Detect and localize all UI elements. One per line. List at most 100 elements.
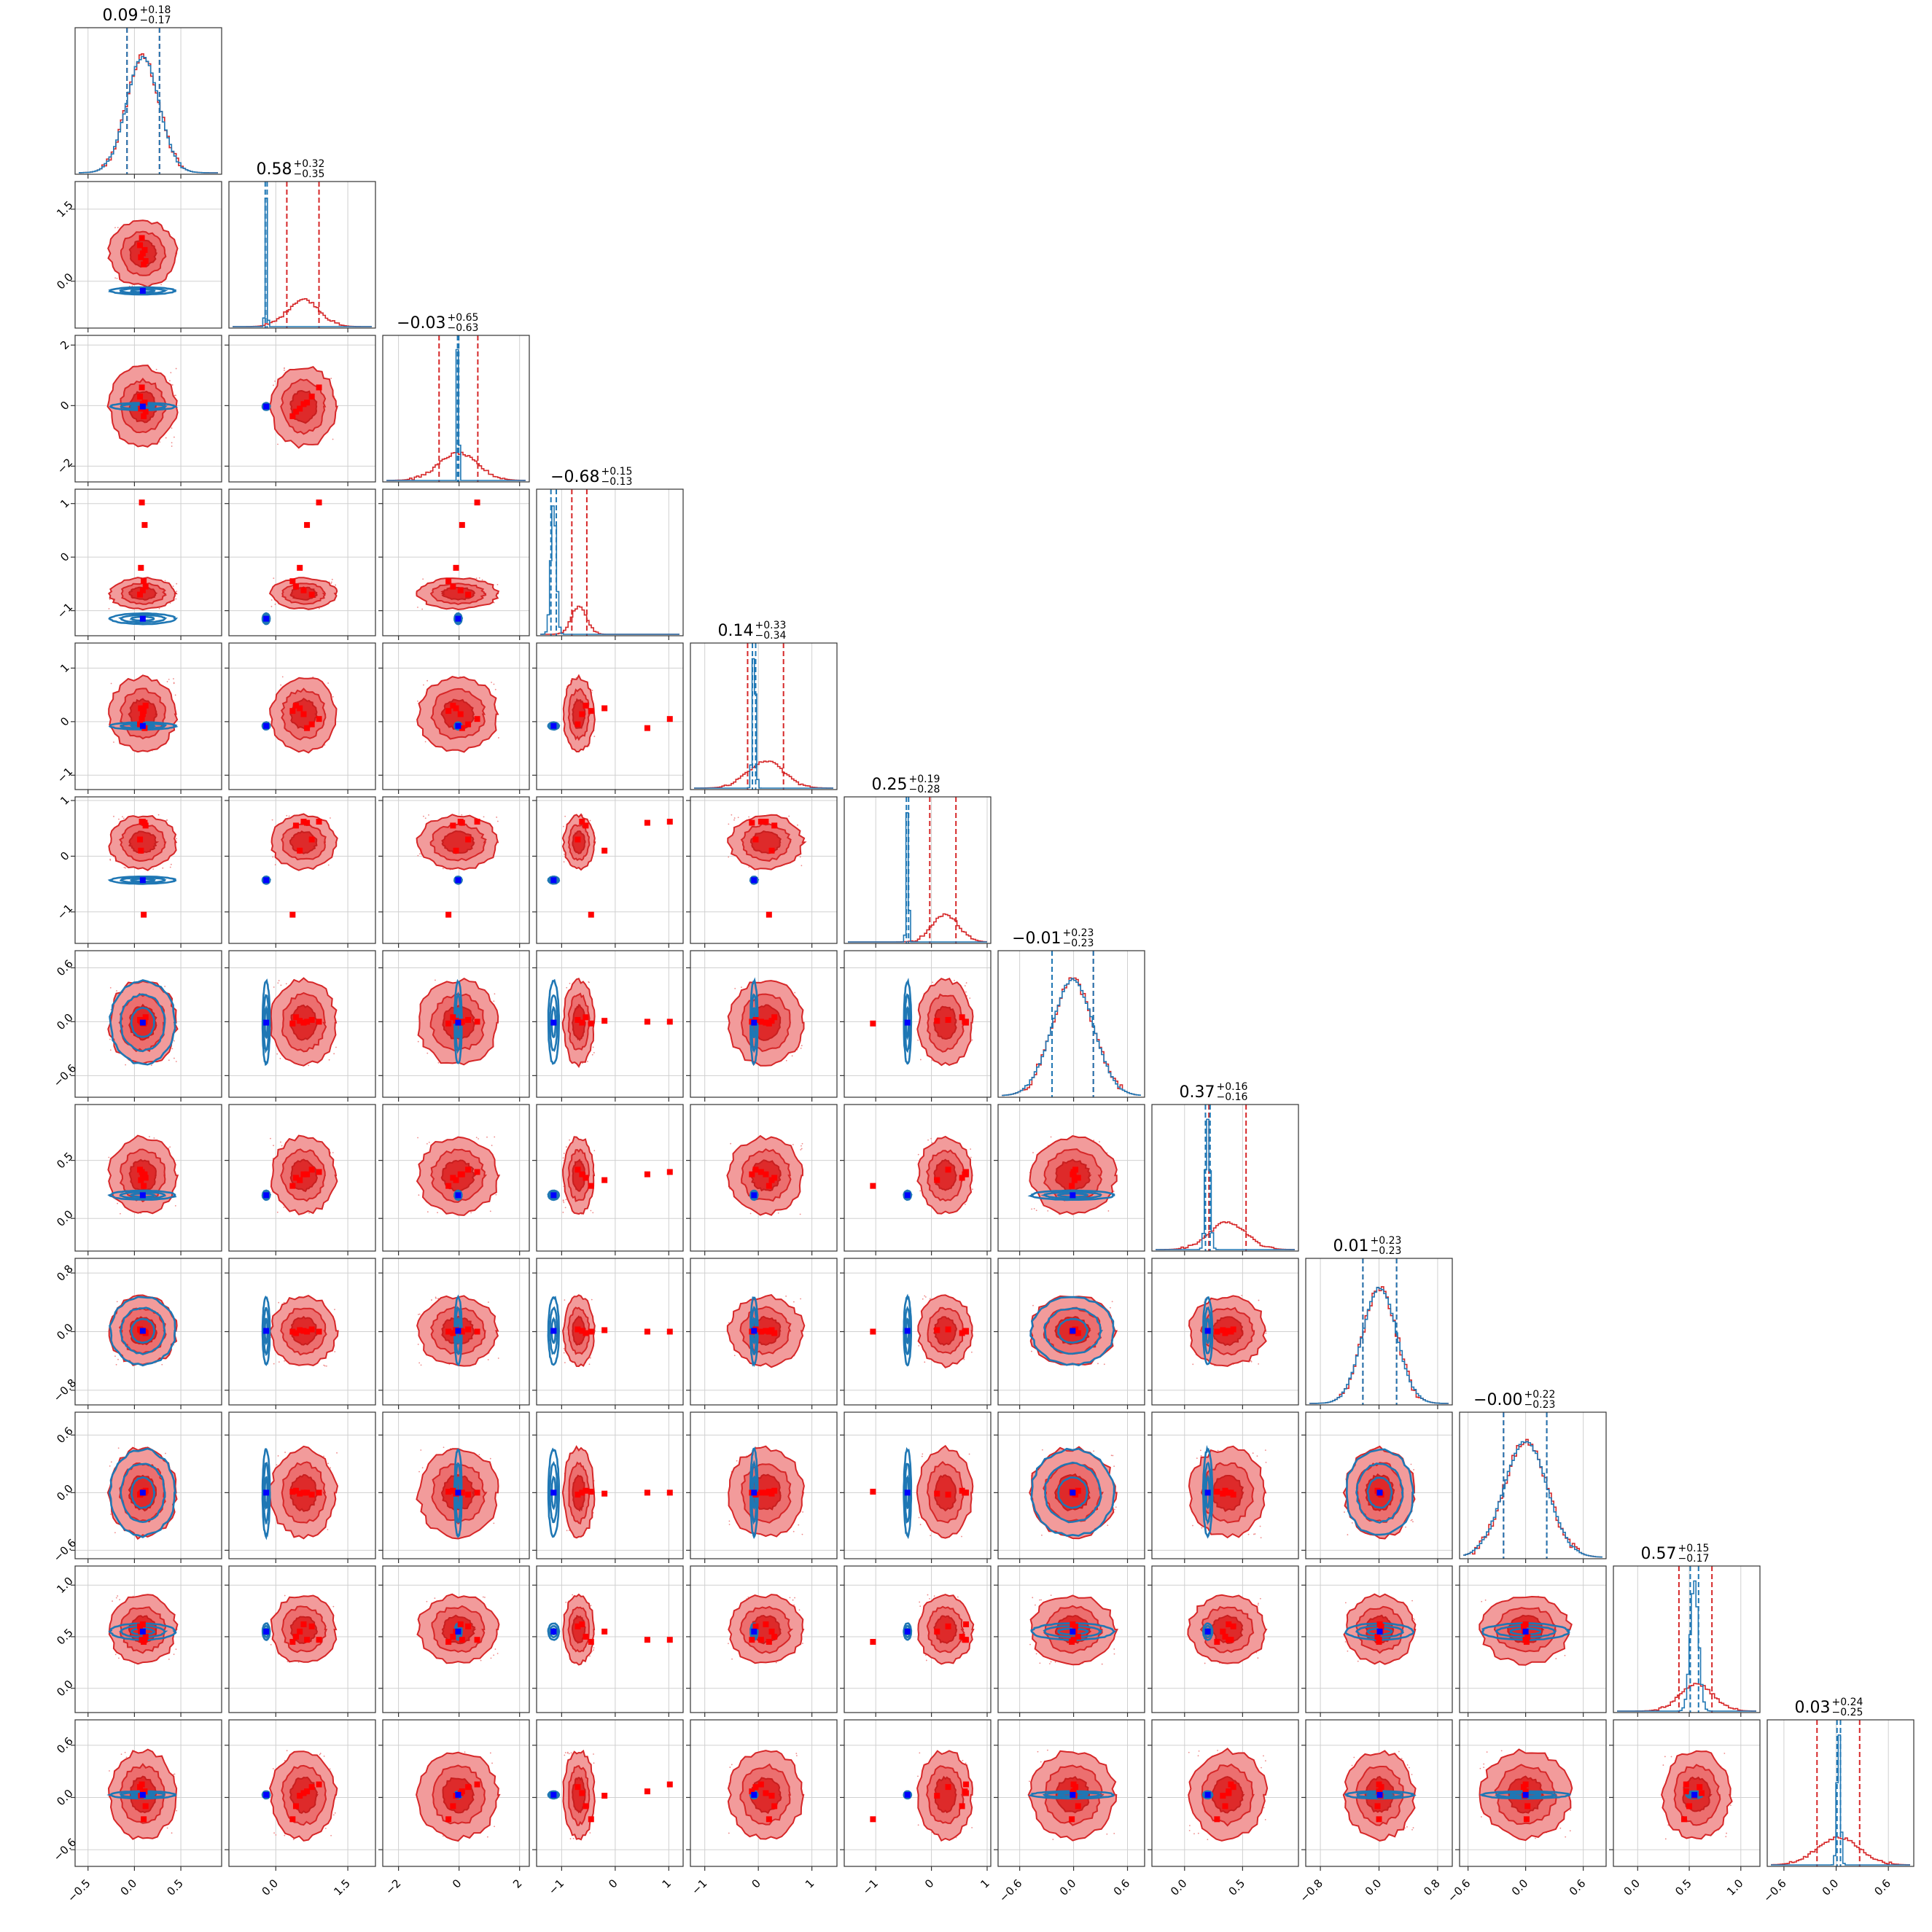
sample-speckle <box>1113 1465 1115 1468</box>
sample-marker <box>300 401 307 408</box>
sample-speckle <box>420 1364 422 1366</box>
truth-marker <box>139 287 146 294</box>
panel-7-7 <box>1151 1104 1299 1255</box>
panel-frame <box>74 642 222 790</box>
sample-speckle <box>728 856 730 858</box>
sample-speckle <box>924 1295 926 1297</box>
x-tick-label: −2 <box>383 1877 403 1897</box>
sample-marker <box>453 705 459 712</box>
panel-8-2 <box>378 1258 530 1409</box>
sample-speckle <box>160 284 162 286</box>
sample-speckle <box>284 1834 286 1836</box>
sample-marker <box>766 1183 772 1189</box>
sample-marker <box>588 1020 594 1027</box>
sample-speckle <box>420 1449 422 1451</box>
contour-blue-0 <box>547 1622 561 1641</box>
sample-marker <box>601 1490 608 1497</box>
sample-marker <box>316 384 322 391</box>
y-tick-label: 0 <box>58 714 71 728</box>
sample-marker <box>1075 1633 1081 1640</box>
panel-content <box>690 1566 837 1713</box>
panel-8-5 <box>840 1258 992 1409</box>
contour-blue-0 <box>453 612 464 626</box>
sample-marker <box>574 1492 581 1498</box>
sample-speckle <box>174 1773 176 1775</box>
sample-speckle <box>118 1657 120 1659</box>
sample-speckle <box>280 984 282 986</box>
panel-2-0: −2 0 2 <box>55 335 222 486</box>
sample-speckle <box>273 1832 275 1834</box>
sample-speckle <box>1113 1653 1115 1655</box>
sample-speckle <box>588 1363 591 1366</box>
sample-marker <box>752 836 759 843</box>
sample-speckle <box>1412 1827 1414 1828</box>
sample-speckle <box>171 445 173 447</box>
sample-marker <box>1683 1788 1689 1795</box>
sample-speckle <box>273 1145 274 1147</box>
histogram-blue <box>1156 1118 1295 1250</box>
sample-marker <box>289 1020 296 1027</box>
panel-background <box>1152 1105 1298 1251</box>
sample-marker <box>1220 1793 1226 1799</box>
sample-speckle <box>589 1832 591 1834</box>
contour-blue-0 <box>108 1622 177 1641</box>
panel-content <box>537 1412 683 1559</box>
sample-speckle <box>1252 1452 1254 1454</box>
sample-marker <box>962 1621 969 1627</box>
sample-speckle <box>331 578 333 580</box>
sample-speckle <box>330 1834 332 1836</box>
sample-speckle <box>493 1654 495 1656</box>
sample-speckle <box>1107 1210 1110 1212</box>
sample-speckle <box>1050 1594 1052 1597</box>
sample-marker <box>1378 1623 1384 1629</box>
panel-frame <box>690 642 838 790</box>
sample-speckle <box>733 819 735 821</box>
sample-marker <box>934 1018 940 1024</box>
sample-marker <box>644 1489 650 1496</box>
sample-speckle <box>1050 1136 1052 1138</box>
sample-speckle <box>1099 1141 1100 1143</box>
sample-speckle <box>587 1060 588 1062</box>
sample-marker <box>453 1177 459 1183</box>
sample-marker <box>644 1171 650 1177</box>
panel-6-6 <box>997 950 1145 1102</box>
truth-marker <box>1522 1628 1529 1635</box>
truth-marker <box>263 1628 270 1635</box>
panel-background <box>229 182 375 328</box>
sample-marker <box>1069 1816 1075 1823</box>
sample-marker <box>304 1328 311 1335</box>
sample-speckle <box>1413 1618 1414 1620</box>
sample-marker <box>300 1019 307 1026</box>
truth-marker <box>455 1192 461 1199</box>
sample-speckle <box>963 1358 965 1360</box>
contour-red-inner <box>128 830 160 854</box>
y-tick-label: 2 <box>58 338 71 352</box>
truth-marker <box>1376 1489 1383 1496</box>
sample-marker <box>304 1171 311 1177</box>
sample-marker <box>316 1489 322 1496</box>
sample-marker <box>574 1623 581 1629</box>
contour-blue-0 <box>903 978 913 1065</box>
x-tick-label: 2 <box>510 1877 524 1890</box>
title-minus-error: −0.17 <box>140 15 171 26</box>
sample-speckle <box>1192 1363 1194 1366</box>
truth-marker <box>139 1489 146 1496</box>
sample-speckle <box>422 684 424 686</box>
sample-marker <box>1228 1781 1234 1788</box>
sample-speckle <box>442 1835 444 1837</box>
panel-4-4 <box>690 642 838 794</box>
sample-marker <box>768 1490 775 1497</box>
sample-speckle <box>166 1827 168 1829</box>
panel-content <box>1306 1720 1452 1866</box>
sample-speckle <box>171 442 173 444</box>
contour-blue-0 <box>547 721 561 731</box>
sample-speckle <box>113 815 114 817</box>
sample-marker <box>574 1016 581 1023</box>
sample-speckle <box>591 1298 593 1301</box>
truth-marker <box>263 403 270 410</box>
sample-speckle <box>155 368 157 370</box>
diagonal-title-5: 0.25 +0.19−0.28 <box>872 774 940 795</box>
sample-speckle <box>1188 1751 1190 1753</box>
panel-content <box>383 1566 529 1713</box>
panel-background <box>537 1105 683 1251</box>
